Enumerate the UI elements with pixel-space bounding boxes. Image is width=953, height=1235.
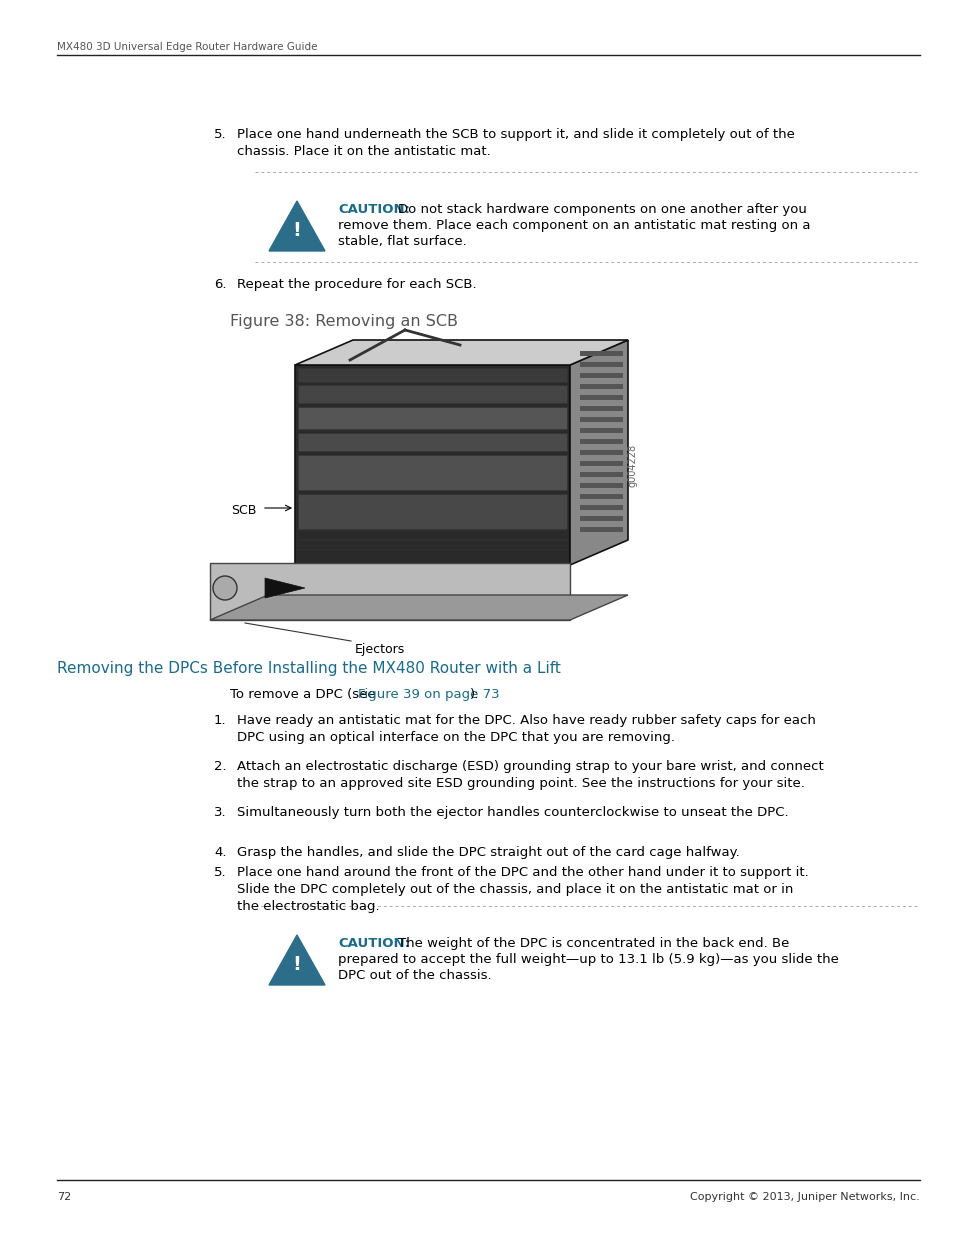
Text: the electrostatic bag.: the electrostatic bag. [236, 900, 379, 913]
Text: remove them. Place each component on an antistatic mat resting on a: remove them. Place each component on an … [337, 219, 810, 232]
Bar [297, 494, 566, 529]
Bar [579, 362, 622, 367]
Polygon shape [265, 578, 305, 598]
Bar [579, 384, 622, 389]
Bar [297, 385, 566, 403]
Text: Slide the DPC completely out of the chassis, and place it on the antistatic mat : Slide the DPC completely out of the chas… [236, 883, 793, 897]
Text: 5.: 5. [213, 128, 227, 141]
Text: Removing the DPCs Before Installing the MX480 Router with a Lift: Removing the DPCs Before Installing the … [57, 661, 560, 676]
Text: To remove a DPC (see: To remove a DPC (see [230, 688, 379, 701]
Text: Grasp the handles, and slide the DPC straight out of the card cage halfway.: Grasp the handles, and slide the DPC str… [236, 846, 739, 860]
Text: !: ! [293, 956, 301, 974]
Bar [579, 505, 622, 510]
Polygon shape [269, 935, 325, 986]
Bar [579, 527, 622, 532]
Text: g004228: g004228 [627, 443, 638, 487]
Bar [579, 450, 622, 454]
Bar [297, 368, 566, 382]
Text: CAUTION:: CAUTION: [337, 203, 410, 216]
Circle shape [213, 576, 236, 600]
Text: 5.: 5. [213, 866, 227, 879]
Bar [294, 366, 569, 564]
Polygon shape [269, 201, 325, 251]
Text: stable, flat surface.: stable, flat surface. [337, 235, 466, 248]
Text: DPC using an optical interface on the DPC that you are removing.: DPC using an optical interface on the DP… [236, 731, 675, 743]
Polygon shape [569, 340, 627, 564]
Text: SCB: SCB [232, 504, 256, 517]
Text: Simultaneously turn both the ejector handles counterclockwise to unseat the DPC.: Simultaneously turn both the ejector han… [236, 806, 788, 819]
Text: 4.: 4. [213, 846, 226, 860]
Text: Repeat the procedure for each SCB.: Repeat the procedure for each SCB. [236, 278, 476, 291]
Bar [579, 373, 622, 378]
Bar [579, 472, 622, 477]
Bar [579, 351, 622, 356]
Text: 1.: 1. [213, 714, 227, 727]
Text: Ejectors: Ejectors [355, 643, 405, 656]
Text: 2.: 2. [213, 760, 227, 773]
Polygon shape [210, 595, 627, 620]
Text: Place one hand underneath the SCB to support it, and slide it completely out of : Place one hand underneath the SCB to sup… [236, 128, 794, 141]
Text: MX480 3D Universal Edge Router Hardware Guide: MX480 3D Universal Edge Router Hardware … [57, 42, 317, 52]
Text: !: ! [293, 221, 301, 241]
Text: The weight of the DPC is concentrated in the back end. Be: The weight of the DPC is concentrated in… [397, 937, 788, 950]
Bar [297, 454, 566, 490]
Bar [297, 408, 566, 429]
Bar [579, 417, 622, 422]
Bar [579, 406, 622, 411]
Bar [210, 563, 569, 620]
Bar [579, 483, 622, 488]
Bar [297, 433, 566, 451]
Text: 72: 72 [57, 1192, 71, 1202]
Bar [579, 461, 622, 466]
Bar [579, 438, 622, 445]
Bar [579, 429, 622, 433]
Text: 3.: 3. [213, 806, 227, 819]
Text: Copyright © 2013, Juniper Networks, Inc.: Copyright © 2013, Juniper Networks, Inc. [690, 1192, 919, 1202]
Text: chassis. Place it on the antistatic mat.: chassis. Place it on the antistatic mat. [236, 144, 490, 158]
Bar [579, 395, 622, 400]
Polygon shape [294, 340, 627, 366]
Bar [579, 516, 622, 521]
Text: Have ready an antistatic mat for the DPC. Also have ready rubber safety caps for: Have ready an antistatic mat for the DPC… [236, 714, 815, 727]
Text: DPC out of the chassis.: DPC out of the chassis. [337, 969, 491, 982]
Text: Place one hand around the front of the DPC and the other hand under it to suppor: Place one hand around the front of the D… [236, 866, 808, 879]
Text: the strap to an approved site ESD grounding point. See the instructions for your: the strap to an approved site ESD ground… [236, 777, 804, 790]
Text: prepared to accept the full weight—up to 13.1 lb (5.9 kg)—as you slide the: prepared to accept the full weight—up to… [337, 953, 838, 966]
Bar [579, 494, 622, 499]
Text: Attach an electrostatic discharge (ESD) grounding strap to your bare wrist, and : Attach an electrostatic discharge (ESD) … [236, 760, 822, 773]
Text: ):: ): [470, 688, 479, 701]
Text: 6.: 6. [213, 278, 226, 291]
Text: Figure 38: Removing an SCB: Figure 38: Removing an SCB [230, 314, 457, 329]
Text: CAUTION:: CAUTION: [337, 937, 410, 950]
Text: Do not stack hardware components on one another after you: Do not stack hardware components on one … [397, 203, 806, 216]
Text: Figure 39 on page 73: Figure 39 on page 73 [357, 688, 499, 701]
